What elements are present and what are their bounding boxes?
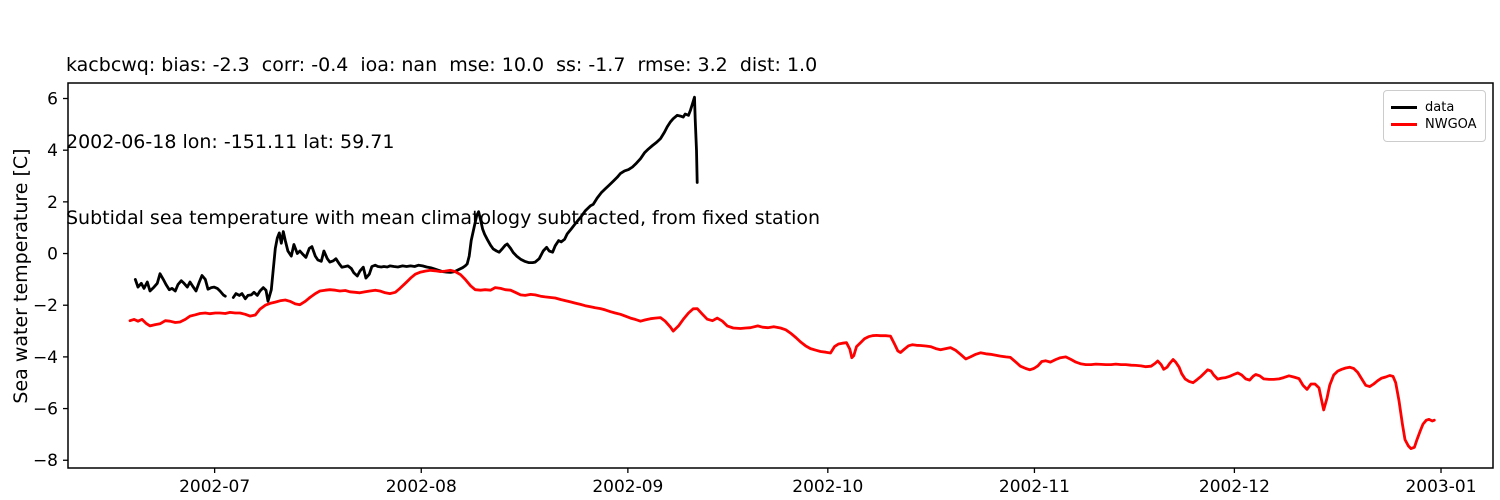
x-tick-label: 2002-08 [386,477,457,497]
y-tick-label: 4 [47,141,58,161]
legend-label-nwgoa: NWGOA [1425,117,1477,132]
y-tick-label: 2 [47,193,58,213]
plot-border [67,82,1494,469]
x-tick-label: 2002-11 [999,477,1070,497]
legend-item-data: data [1391,100,1477,115]
title-description-line: Subtidal sea temperature with mean clima… [66,207,821,229]
y-tick-label: −8 [33,451,58,471]
y-tick-label: 6 [47,90,58,110]
legend-item-nwgoa: NWGOA [1391,117,1477,132]
series-line-data [133,95,699,303]
legend-label-data: data [1425,100,1455,115]
y-tick-label: −4 [33,348,58,368]
title-date-location-line: 2002-06-18 lon: -151.11 lat: 59.71 [66,130,395,153]
x-tick-label: 2002-09 [592,477,663,497]
series-line-NWGOA [128,268,1436,450]
legend: data NWGOA [1383,90,1486,142]
x-tick-label: 2002-07 [179,477,250,497]
y-tick-label: 0 [47,245,58,265]
x-tick-label: 2003-01 [1405,477,1476,497]
y-axis-label: Sea water temperature [C] [10,148,32,404]
y-tick-label: −2 [33,296,58,316]
title-block: kacbcwq: bias: -2.3 corr: -0.4 ioa: nan … [66,2,820,283]
y-tick-label: −6 [33,400,58,420]
x-tick-label: 2002-12 [1199,477,1270,497]
legend-line-swatch-nwgoa [1391,123,1417,126]
title-stats-line: kacbcwq: bias: -2.3 corr: -0.4 ioa: nan … [66,54,818,76]
legend-line-swatch-data [1391,106,1417,109]
x-tick-label: 2002-10 [792,477,863,497]
